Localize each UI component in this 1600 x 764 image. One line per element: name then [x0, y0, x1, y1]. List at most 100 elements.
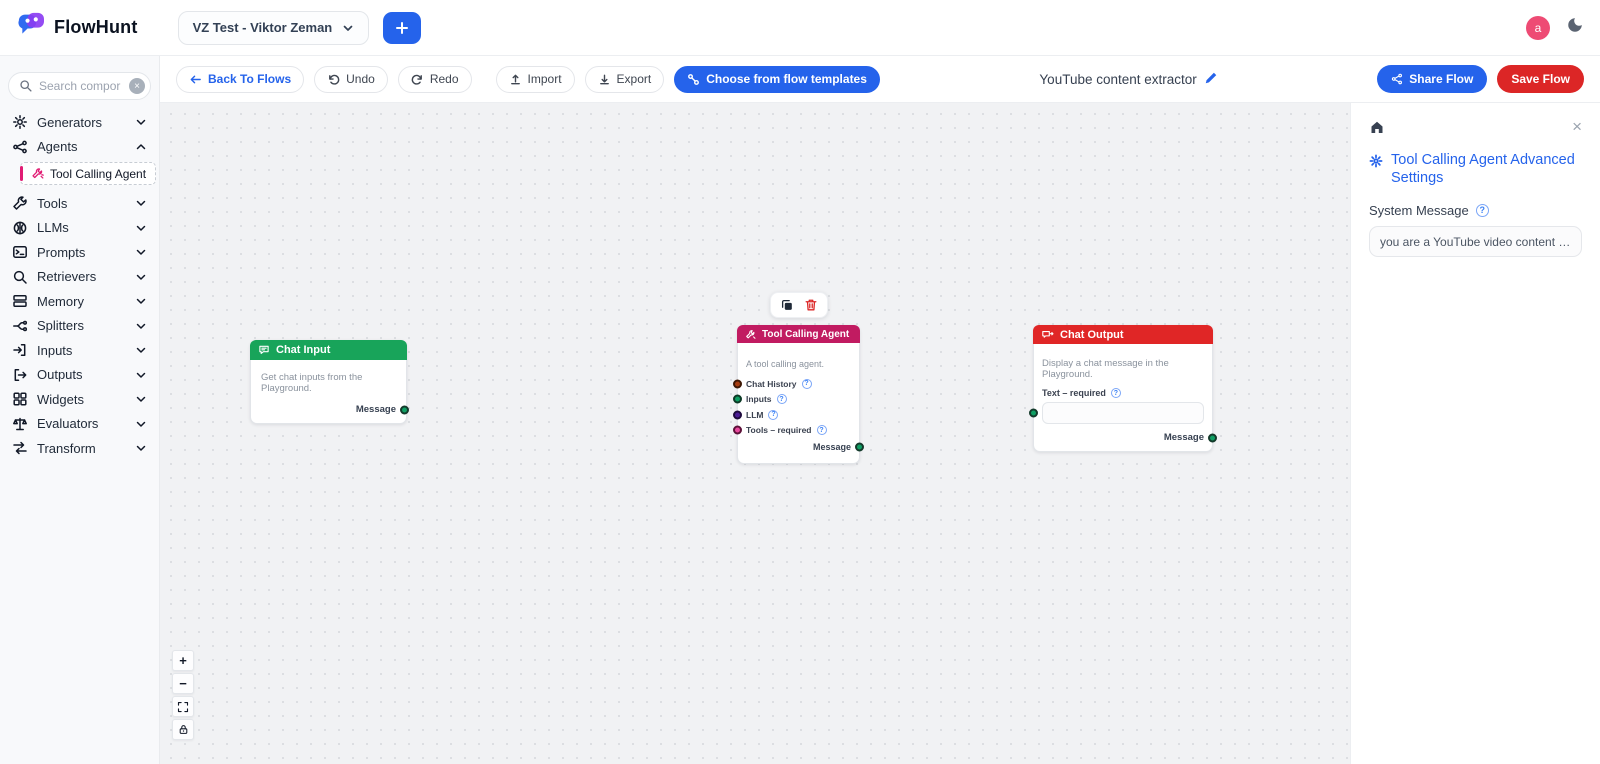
sidebar-item-llms[interactable]: LLMs	[8, 216, 151, 241]
splitters-icon	[12, 318, 28, 334]
sidebar-item-widgets[interactable]: Widgets	[8, 387, 151, 412]
save-flow-button[interactable]: Save Flow	[1497, 65, 1584, 93]
output-handle[interactable]	[1208, 433, 1217, 442]
node-chat-output[interactable]: Chat Output Display a chat message in th…	[1029, 325, 1217, 452]
output-row: Message	[261, 404, 409, 415]
sidebar-item-label: Inputs	[37, 342, 73, 358]
tool-calling-agent-icon	[31, 167, 44, 180]
output-handle[interactable]	[855, 442, 864, 451]
sidebar-item-agents[interactable]: Agents	[8, 135, 151, 160]
sidebar-item-transform[interactable]: Transform	[8, 436, 151, 461]
agents-icon	[12, 139, 28, 155]
zoom-out-icon[interactable]	[172, 673, 194, 694]
close-panel-icon[interactable]	[1572, 117, 1582, 137]
share-flow-button[interactable]: Share Flow	[1377, 65, 1488, 93]
workspace-selector[interactable]: VZ Test - Viktor Zeman	[177, 10, 370, 45]
node-actions-toolbar	[770, 292, 828, 318]
sidebar-item-generators[interactable]: Generators	[8, 110, 151, 135]
node-description: A tool calling agent.	[746, 359, 825, 369]
dark-mode-toggle-moon-icon[interactable]	[1566, 16, 1584, 39]
input-handle[interactable]	[1029, 408, 1038, 418]
sidebar-item-inputs[interactable]: Inputs	[8, 338, 151, 363]
input-handle[interactable]	[733, 410, 742, 420]
output-row: Message	[1042, 432, 1217, 443]
redo-button[interactable]: Redo	[397, 65, 472, 93]
zoom-in-icon[interactable]	[172, 650, 194, 671]
chevron-down-icon	[135, 418, 147, 430]
help-icon[interactable]	[768, 409, 779, 420]
search-clear-icon[interactable]	[129, 78, 145, 94]
delete-node-trash-icon[interactable]	[804, 298, 818, 312]
output-handle[interactable]	[400, 405, 409, 414]
lock-icon[interactable]	[172, 719, 194, 740]
topbar-right: a	[1526, 15, 1584, 40]
export-button[interactable]: Export	[584, 65, 665, 93]
chevron-down-icon	[135, 197, 147, 209]
node-chat-input[interactable]: Chat Input Get chat inputs from the Play…	[250, 340, 409, 424]
node-tool-calling-agent[interactable]: Tool Calling Agent A tool calling agent.…	[733, 325, 864, 464]
component-label: Tool Calling Agent	[50, 166, 147, 181]
text-field-label: Text – required	[1042, 388, 1204, 398]
duplicate-node-icon[interactable]	[780, 298, 794, 312]
input-handle[interactable]	[733, 425, 742, 435]
chat-output-icon	[1041, 329, 1054, 341]
sidebar-item-label: Evaluators	[37, 416, 99, 432]
chevron-down-icon	[135, 246, 147, 258]
help-icon[interactable]	[1110, 388, 1121, 398]
input-label: Tools – required	[746, 425, 812, 436]
sidebar-item-label: Widgets	[37, 391, 84, 407]
chevron-down-icon	[135, 271, 147, 283]
input-row-chat-history: Chat History	[733, 376, 851, 392]
input-handle[interactable]	[733, 379, 742, 389]
flow-title: YouTube content extractor	[1039, 71, 1217, 88]
help-icon[interactable]	[801, 378, 812, 389]
search-input[interactable]	[39, 79, 123, 93]
chevron-down-icon	[135, 222, 147, 234]
component-search[interactable]	[8, 72, 151, 100]
undo-icon	[327, 73, 340, 86]
brand: FlowHunt	[16, 12, 138, 43]
top-bar: FlowHunt VZ Test - Viktor Zeman a	[0, 0, 1600, 56]
sidebar-item-outputs[interactable]: Outputs	[8, 363, 151, 388]
system-message-input[interactable]	[1369, 226, 1582, 258]
help-icon[interactable]	[1475, 204, 1489, 218]
fit-view-icon[interactable]	[172, 696, 194, 717]
sidebar-item-label: Transform	[37, 440, 96, 456]
system-message-label: System Message	[1369, 203, 1582, 218]
chevron-down-icon	[135, 369, 147, 381]
help-icon[interactable]	[776, 394, 787, 405]
workspace-selector-label: VZ Test - Viktor Zeman	[192, 20, 333, 35]
generator-icon	[12, 114, 28, 130]
sidebar-item-prompts[interactable]: Prompts	[8, 240, 151, 265]
help-icon[interactable]	[816, 425, 827, 436]
evaluators-icon	[12, 416, 28, 432]
sidebar-item-retrievers[interactable]: Retrievers	[8, 265, 151, 290]
choose-templates-button[interactable]: Choose from flow templates	[674, 65, 880, 93]
sidebar-item-tools[interactable]: Tools	[8, 191, 151, 216]
back-to-flows-button[interactable]: Back To Flows	[176, 65, 305, 93]
prompts-icon	[12, 244, 28, 260]
chevron-down-icon	[135, 344, 147, 356]
node-header[interactable]: Tool Calling Agent	[737, 325, 860, 343]
panel-title[interactable]: Tool Calling Agent Advanced Settings	[1369, 151, 1582, 187]
edit-title-pencil-icon[interactable]	[1204, 71, 1218, 88]
sidebar-item-evaluators[interactable]: Evaluators	[8, 412, 151, 437]
input-handle[interactable]	[733, 394, 742, 404]
sidebar-item-splitters[interactable]: Splitters	[8, 314, 151, 339]
avatar[interactable]: a	[1526, 15, 1550, 40]
add-flow-button[interactable]	[383, 11, 422, 44]
input-row-llm: LLM	[733, 407, 851, 423]
undo-button[interactable]: Undo	[314, 65, 388, 93]
flow-canvas[interactable]: Chat Input Get chat inputs from the Play…	[160, 103, 1350, 764]
home-icon[interactable]	[1369, 119, 1385, 135]
sidebar-item-label: Retrievers	[37, 269, 97, 285]
text-field-input[interactable]	[1042, 402, 1204, 424]
advanced-settings-panel: Tool Calling Agent Advanced Settings Sys…	[1350, 103, 1600, 764]
sidebar-item-memory[interactable]: Memory	[8, 289, 151, 314]
node-header[interactable]: Chat Output	[1033, 325, 1213, 344]
output-row: Message	[746, 438, 864, 455]
chevron-down-icon	[342, 22, 354, 34]
import-button[interactable]: Import	[495, 65, 575, 93]
node-header[interactable]: Chat Input	[250, 340, 407, 360]
component-tool-calling-agent[interactable]: Tool Calling Agent	[20, 162, 156, 185]
